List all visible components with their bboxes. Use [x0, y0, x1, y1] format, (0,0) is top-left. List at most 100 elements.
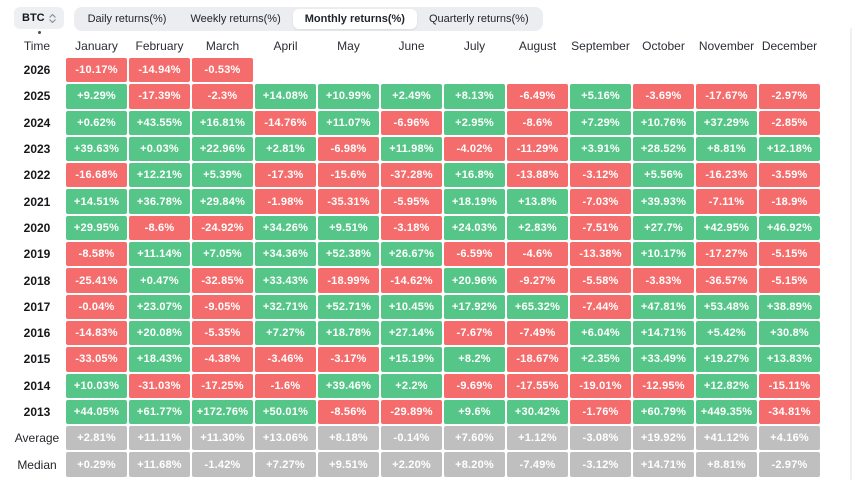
return-cell: +15.19% — [381, 347, 442, 372]
select-up-down-icon — [48, 13, 56, 23]
return-cell: -1.6% — [255, 373, 316, 398]
return-cell: -36.57% — [696, 268, 757, 293]
return-cell: +7.60% — [444, 426, 505, 451]
row-label-2019: 2019 — [23, 247, 51, 262]
return-cell: -15.6% — [318, 163, 379, 188]
top-toolbar: BTC Daily returns(%) Weekly returns(%) Mon… — [0, 0, 860, 34]
row-label-2015: 2015 — [23, 352, 51, 367]
return-cell: +52.71% — [318, 294, 379, 319]
column-header-july: July — [463, 39, 486, 53]
return-cell: +2.35% — [570, 347, 631, 372]
return-cell: +16.81% — [192, 110, 253, 135]
return-cell: -7.44% — [570, 294, 631, 319]
return-cell: -1.76% — [570, 399, 631, 425]
return-cell: +8.2% — [444, 347, 505, 372]
return-cell: +38.89% — [759, 294, 820, 319]
column-header-april: April — [273, 39, 298, 53]
return-cell: -1.42% — [192, 452, 253, 477]
column-header-august: August — [518, 39, 557, 53]
return-cell: +46.92% — [759, 215, 820, 241]
return-cell: +24.03% — [444, 215, 505, 241]
return-cell: -11.29% — [507, 136, 568, 162]
return-cell: +27.7% — [633, 215, 694, 241]
return-cell: -3.69% — [633, 84, 694, 109]
return-cell: -2.85% — [759, 110, 820, 135]
return-cell: +42.95% — [696, 215, 757, 241]
return-cell: -2.97% — [759, 84, 820, 109]
row-label-2023: 2023 — [23, 142, 51, 157]
return-cell: +52.38% — [318, 242, 379, 267]
return-cell — [696, 58, 757, 82]
return-cell: -17.3% — [255, 163, 316, 188]
return-cell — [255, 58, 316, 82]
return-cell — [381, 58, 442, 82]
return-cell: +7.27% — [255, 452, 316, 477]
return-cell — [444, 58, 505, 82]
row-label-2024: 2024 — [23, 115, 51, 130]
return-cell: -17.39% — [129, 84, 190, 109]
return-cell: +39.46% — [318, 373, 379, 398]
return-cell: -3.18% — [381, 215, 442, 241]
return-cell: +5.56% — [633, 163, 694, 188]
return-cell: +18.78% — [318, 320, 379, 346]
coin-selector[interactable]: BTC — [14, 7, 64, 29]
return-cell: -17.25% — [192, 373, 253, 398]
return-cell: +29.95% — [66, 215, 127, 241]
return-cell: +8.81% — [696, 452, 757, 477]
tab-daily[interactable]: Daily returns(%) — [76, 9, 179, 29]
return-cell: -7.03% — [570, 189, 631, 214]
return-cell: +11.14% — [129, 242, 190, 267]
return-cell: +449.35% — [696, 399, 757, 425]
return-cell: +20.08% — [129, 320, 190, 346]
return-cell — [633, 58, 694, 82]
vertical-scrollbar[interactable] — [850, 28, 852, 480]
return-cell: -5.35% — [192, 320, 253, 346]
return-cell: -5.15% — [759, 242, 820, 267]
return-cell: -18.67% — [507, 347, 568, 372]
return-cell: +0.62% — [66, 110, 127, 135]
return-cell: -6.98% — [318, 136, 379, 162]
return-cell: -8.58% — [66, 242, 127, 267]
return-cell: -24.92% — [192, 215, 253, 241]
return-cell: +8.81% — [696, 136, 757, 162]
return-cell: +37.29% — [696, 110, 757, 135]
return-cell: +14.71% — [633, 452, 694, 477]
return-cell: -2.3% — [192, 84, 253, 109]
column-header-may: May — [337, 39, 360, 53]
return-cell: +27.14% — [381, 320, 442, 346]
return-cell: +11.98% — [381, 136, 442, 162]
return-cell: +2.83% — [507, 215, 568, 241]
column-header-december: December — [761, 39, 818, 53]
return-cell: -3.08% — [570, 426, 631, 451]
return-cell: -8.6% — [129, 215, 190, 241]
return-cell: -31.03% — [129, 373, 190, 398]
return-cell: +14.71% — [633, 320, 694, 346]
tab-weekly[interactable]: Weekly returns(%) — [178, 9, 292, 29]
column-header-november: November — [698, 39, 755, 53]
tab-monthly[interactable]: Monthly returns(%) — [292, 9, 417, 29]
return-cell: -14.76% — [255, 110, 316, 135]
return-cell: -3.59% — [759, 163, 820, 188]
return-cell: -16.68% — [66, 163, 127, 188]
return-cell: +11.68% — [129, 452, 190, 477]
return-cell: +2.49% — [381, 84, 442, 109]
return-cell: -4.38% — [192, 347, 253, 372]
return-cell: -5.95% — [381, 189, 442, 214]
return-cell: +13.8% — [507, 189, 568, 214]
column-header-february: February — [135, 39, 184, 53]
return-cell: +50.01% — [255, 399, 316, 425]
return-cell: +10.76% — [633, 110, 694, 135]
row-label-average: Average — [14, 431, 60, 446]
return-cell: +8.13% — [444, 84, 505, 109]
tab-quarterly[interactable]: Quarterly returns(%) — [417, 9, 541, 29]
column-header-june: June — [398, 39, 425, 53]
return-cell: +6.04% — [570, 320, 631, 346]
return-cell: -8.6% — [507, 110, 568, 135]
return-cell: +5.16% — [570, 84, 631, 109]
return-cell — [759, 58, 820, 82]
return-cell: +13.83% — [759, 347, 820, 372]
row-label-2017: 2017 — [23, 299, 51, 314]
return-cell: -8.56% — [318, 399, 379, 425]
return-cell — [507, 58, 568, 82]
return-cell: -14.83% — [66, 320, 127, 346]
